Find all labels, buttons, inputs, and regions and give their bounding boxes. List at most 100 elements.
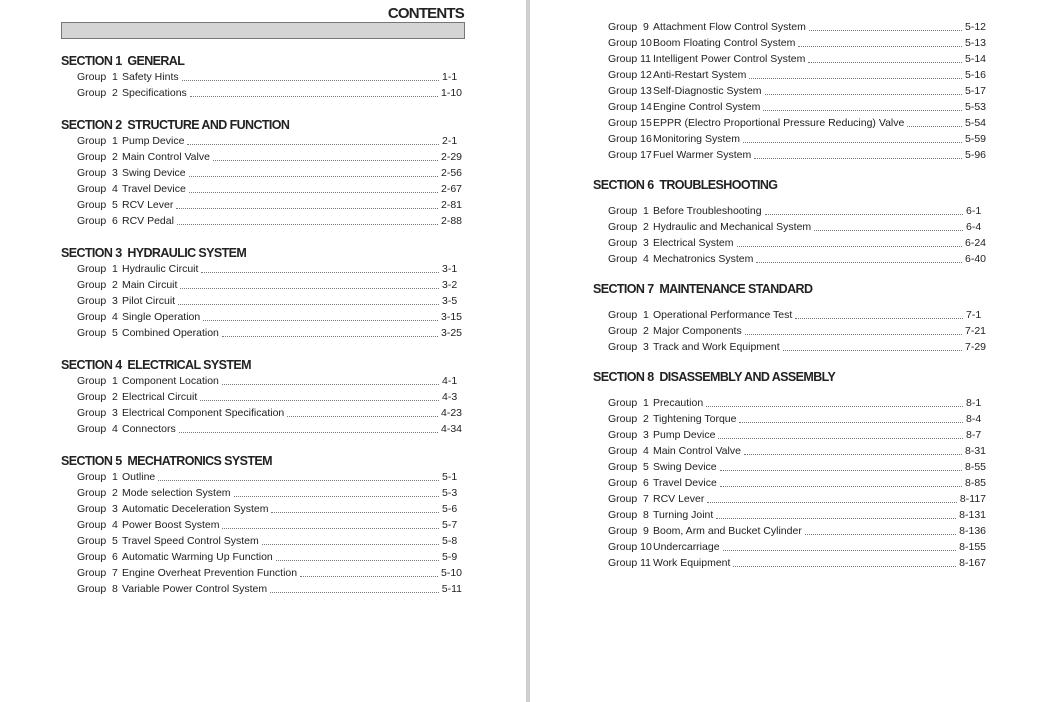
- toc-entry: Group 3 Electrical System 6-24: [608, 237, 986, 250]
- page-number: 3-15: [440, 311, 462, 323]
- entry-title: Single Operation: [122, 311, 201, 323]
- entry-title: Track and Work Equipment: [653, 341, 780, 353]
- page-number: 8-1: [966, 397, 982, 409]
- dot-leader: [707, 502, 957, 503]
- page-number: 6-4: [966, 221, 982, 233]
- toc-entry: Group 4 Main Control Valve 8-31: [608, 445, 986, 458]
- group-label: Group 3: [77, 503, 118, 515]
- page-number: 2-1: [442, 135, 458, 147]
- dot-leader: [176, 208, 438, 209]
- toc-entry: Group 10 Boom Floating Control System 5-13: [608, 37, 986, 50]
- entry-title: Engine Overheat Prevention Function: [122, 567, 298, 579]
- page-number: 5-13: [964, 37, 986, 49]
- page-number: 5-9: [442, 551, 458, 563]
- group-label: Group 2: [608, 221, 649, 233]
- group-label: Group 10: [608, 541, 652, 553]
- group-label: Group 2: [608, 325, 649, 337]
- entry-title: Main Control Valve: [122, 151, 210, 163]
- entry-title: Travel Device: [122, 183, 186, 195]
- toc-entry: Group 4 Power Boost System 5-7: [77, 519, 462, 532]
- page-number: 5-7: [442, 519, 458, 531]
- entry-title: Component Location: [122, 375, 219, 387]
- toc-entry: Group 1 Safety Hints 1-1: [77, 71, 462, 84]
- toc-entry: Group 2 Hydraulic and Mechanical System 6-…: [608, 221, 986, 234]
- group-label: Group 9: [608, 525, 649, 537]
- dot-leader: [300, 576, 438, 577]
- group-label: Group 3: [77, 407, 118, 419]
- page-number: 4-3: [442, 391, 458, 403]
- page-number: 5-14: [964, 53, 986, 65]
- toc-entry: Group 6 RCV Pedal 2-88: [77, 215, 462, 228]
- page-number: 5-16: [964, 69, 986, 81]
- dot-leader: [261, 544, 439, 545]
- dot-leader: [222, 528, 439, 529]
- entry-title: Turning Joint: [653, 509, 714, 521]
- page-number: 1-1: [442, 71, 458, 83]
- page-number: 4-23: [440, 407, 462, 419]
- entry-title: RCV Pedal: [122, 215, 174, 227]
- page-number: 3-5: [442, 295, 458, 307]
- dot-leader: [798, 46, 962, 47]
- group-label: Group 5: [77, 535, 118, 547]
- entry-title: Undercarriage: [653, 541, 720, 553]
- group-label: Group 1: [77, 471, 118, 483]
- entry-title: Before Troubleshooting: [653, 205, 762, 217]
- dot-leader: [795, 318, 963, 319]
- page-number: 2-67: [440, 183, 462, 195]
- group-label: Group 14: [608, 101, 652, 113]
- dot-leader: [212, 160, 438, 161]
- dot-leader: [180, 288, 439, 289]
- toc-entry: Group 3 Electrical Component Specificatio…: [77, 407, 462, 420]
- page-number: 8-131: [959, 509, 986, 521]
- toc-entry: Group 3 Track and Work Equipment 7-29: [608, 341, 986, 354]
- group-label: Group 2: [77, 151, 118, 163]
- entry-title: Attachment Flow Control System: [653, 21, 806, 33]
- entry-title: Swing Device: [122, 167, 186, 179]
- page-number: 3-1: [442, 263, 458, 275]
- page-number: 1-10: [440, 87, 462, 99]
- toc-entry: Group 6 Automatic Warming Up Function 5-9: [77, 551, 462, 564]
- section-heading: SECTION 8 DISASSEMBLY AND ASSEMBLY: [593, 370, 836, 384]
- entry-title: Electrical Component Specification: [122, 407, 285, 419]
- group-label: Group 12: [608, 69, 652, 81]
- toc-entry: Group 7 RCV Lever 8-117: [608, 493, 986, 506]
- dot-leader: [203, 320, 438, 321]
- page-number: 3-25: [440, 327, 462, 339]
- page-number: 2-88: [440, 215, 462, 227]
- group-label: Group 5: [77, 199, 118, 211]
- dot-leader: [764, 214, 963, 215]
- page-number: 5-1: [442, 471, 458, 483]
- entry-title: Hydraulic and Mechanical System: [653, 221, 812, 233]
- entry-title: Pump Device: [122, 135, 185, 147]
- dot-leader: [756, 262, 962, 263]
- entry-title: Automatic Deceleration System: [122, 503, 269, 515]
- toc-entry: Group 4 Travel Device 2-67: [77, 183, 462, 196]
- dot-leader: [814, 230, 963, 231]
- entry-title: Electrical Circuit: [122, 391, 198, 403]
- toc-entry: Group 1 Precaution 8-1: [608, 397, 986, 410]
- entry-title: Boom, Arm and Bucket Cylinder: [653, 525, 802, 537]
- toc-entry: Group 2 Major Components 7-21: [608, 325, 986, 338]
- entry-title: Electrical System: [653, 237, 734, 249]
- group-label: Group 4: [77, 423, 118, 435]
- toc-entry: Group 11 Work Equipment 8-167: [608, 557, 986, 570]
- toc-entry: Group 17 Fuel Warmer System 5-96: [608, 149, 986, 162]
- dot-leader: [719, 486, 962, 487]
- toc-entry: Group 5 RCV Lever 2-81: [77, 199, 462, 212]
- page-number: 6-40: [964, 253, 986, 265]
- group-label: Group 3: [77, 167, 118, 179]
- entry-title: Tightening Torque: [653, 413, 737, 425]
- entry-title: Travel Device: [653, 477, 717, 489]
- page-number: 6-24: [964, 237, 986, 249]
- page-number: 5-96: [964, 149, 986, 161]
- page-number: 5-3: [442, 487, 458, 499]
- dot-leader: [749, 78, 962, 79]
- title-bar: [61, 22, 465, 39]
- page-number: 4-34: [440, 423, 462, 435]
- toc-entry: Group 1 Before Troubleshooting 6-1: [608, 205, 986, 218]
- group-label: Group 3: [77, 295, 118, 307]
- entry-title: Safety Hints: [122, 71, 179, 83]
- page-number: 8-85: [964, 477, 986, 489]
- entry-title: EPPR (Electro Proportional Pressure Redu…: [653, 117, 905, 129]
- entry-title: Automatic Warming Up Function: [122, 551, 273, 563]
